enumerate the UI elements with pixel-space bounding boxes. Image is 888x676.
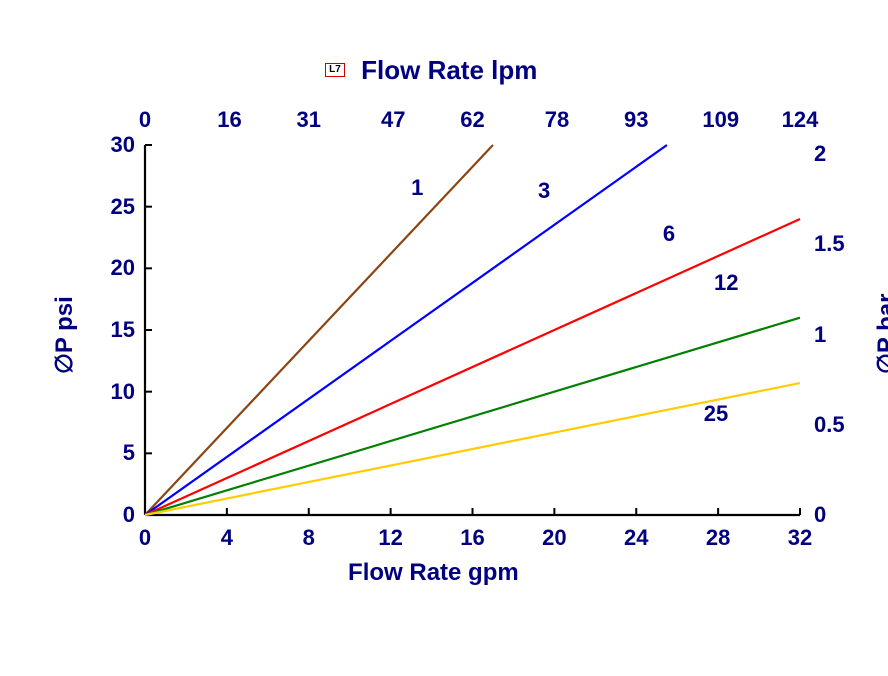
x-top-tick-label: 78: [527, 107, 587, 133]
x-top-tick-label: 93: [606, 107, 666, 133]
x-bottom-tick-label: 16: [448, 525, 498, 551]
x-bottom-tick-label: 24: [611, 525, 661, 551]
y-right-tick-label: 2: [814, 141, 874, 167]
series-label-1: 1: [411, 175, 423, 201]
y-left-tick-label: 10: [85, 379, 135, 405]
x-bottom-tick-label: 20: [529, 525, 579, 551]
x-bottom-title: Flow Rate gpm: [348, 559, 519, 587]
y-right-title: ∅P bar: [872, 294, 888, 375]
series-label-25: 25: [704, 401, 728, 427]
y-left-title: ∅P psi: [50, 297, 79, 375]
x-top-tick-label: 109: [691, 107, 751, 133]
x-top-tick-label: 62: [443, 107, 503, 133]
y-left-tick-label: 5: [85, 440, 135, 466]
series-line-6: [145, 219, 800, 515]
y-left-tick-label: 0: [85, 502, 135, 528]
series-line-3: [145, 145, 667, 515]
series-label-6: 6: [663, 221, 675, 247]
y-right-tick-label: 1.5: [814, 231, 874, 257]
chart-tag: L7: [325, 63, 345, 77]
x-bottom-tick-label: 28: [693, 525, 743, 551]
y-left-tick-label: 25: [85, 194, 135, 220]
x-bottom-tick-label: 0: [120, 525, 170, 551]
y-right-tick-label: 0.5: [814, 412, 874, 438]
pressure-drop-chart: 0481216202428320163147627893109124051015…: [0, 0, 888, 676]
series-line-12: [145, 318, 800, 515]
y-left-tick-label: 20: [85, 255, 135, 281]
x-top-tick-label: 31: [279, 107, 339, 133]
x-top-tick-label: 47: [363, 107, 423, 133]
series-line-25: [145, 383, 800, 515]
x-top-tick-label: 124: [770, 107, 830, 133]
series-label-3: 3: [538, 178, 550, 204]
x-bottom-tick-label: 8: [284, 525, 334, 551]
x-top-title: Flow Rate lpm: [361, 55, 537, 86]
x-bottom-tick-label: 4: [202, 525, 252, 551]
y-left-tick-label: 30: [85, 132, 135, 158]
y-left-tick-label: 15: [85, 317, 135, 343]
x-bottom-tick-label: 32: [775, 525, 825, 551]
series-label-12: 12: [714, 270, 738, 296]
y-right-tick-label: 0: [814, 502, 874, 528]
x-top-tick-label: 16: [200, 107, 260, 133]
series-line-1: [145, 145, 493, 515]
x-bottom-tick-label: 12: [366, 525, 416, 551]
x-top-tick-label: 0: [115, 107, 175, 133]
y-right-tick-label: 1: [814, 322, 874, 348]
